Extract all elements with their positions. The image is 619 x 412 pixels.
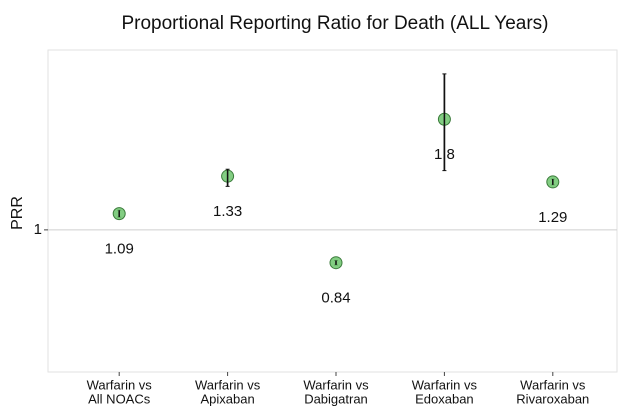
value-label: 1.09 — [105, 241, 134, 258]
panel-border — [47, 49, 618, 373]
value-label: 1.33 — [213, 203, 242, 220]
value-label: 0.84 — [321, 290, 350, 307]
y-tick-label: 1 — [34, 221, 42, 238]
x-tick-label: Warfarin vs — [195, 377, 261, 392]
x-tick-label: Edoxaban — [415, 391, 474, 406]
x-tick-label: Apixaban — [200, 391, 254, 406]
x-tick-label: Warfarin vs — [87, 377, 153, 392]
x-tick-label: Warfarin vs — [520, 377, 586, 392]
chart-title: Proportional Reporting Ratio for Death (… — [121, 13, 548, 34]
x-tick-label: Rivaroxaban — [516, 391, 589, 406]
x-tick-label: All NOACs — [88, 391, 151, 406]
value-label: 1.29 — [538, 209, 567, 226]
x-tick-label: Dabigatran — [304, 391, 368, 406]
x-tick-label: Warfarin vs — [303, 377, 369, 392]
value-label: 1.8 — [434, 146, 455, 163]
y-axis-label: PRR — [9, 196, 26, 230]
x-tick-label: Warfarin vs — [412, 377, 478, 392]
